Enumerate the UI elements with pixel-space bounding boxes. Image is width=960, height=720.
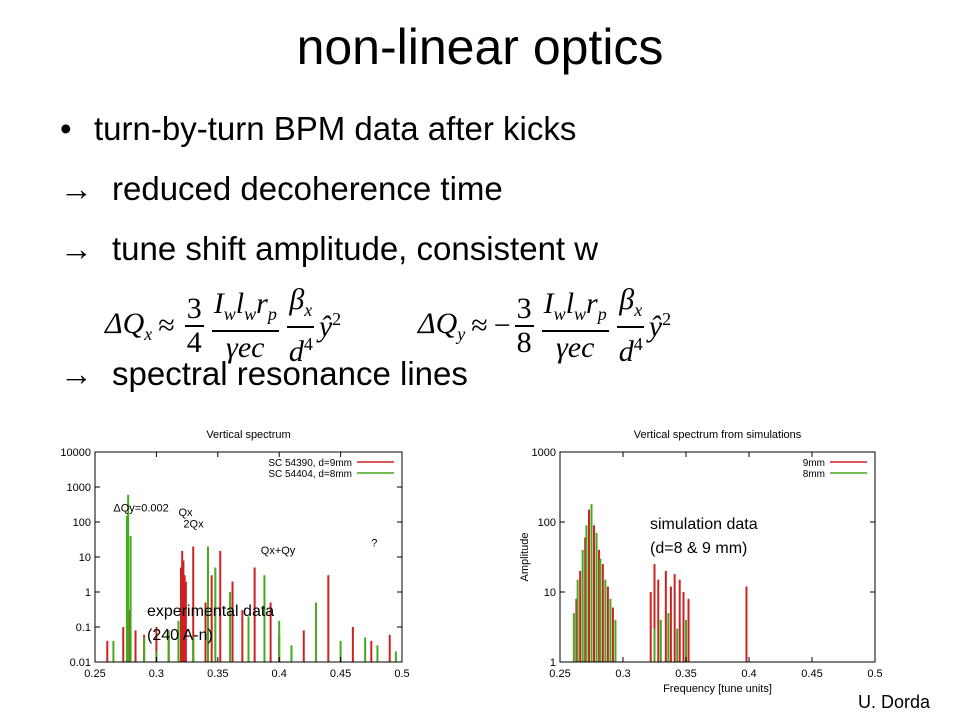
y-tick-label: 0.1 bbox=[76, 622, 91, 634]
arrow-line-2-text: reduced decoherence time bbox=[112, 170, 503, 207]
y-tick-label: 10000 bbox=[60, 447, 91, 459]
annotation: ΔQy=0.002 bbox=[113, 502, 168, 514]
arrow-icon: → bbox=[60, 230, 93, 267]
arrow-line-3-text: tune shift amplitude, consistent w bbox=[112, 230, 599, 267]
experimental-data-label-line1: experimental data bbox=[147, 603, 275, 620]
x-tick-label: 0.25 bbox=[84, 668, 105, 680]
arrow-line-4-text: spectral resonance lines bbox=[112, 355, 468, 392]
x-tick-label: 0.4 bbox=[272, 668, 287, 680]
legend-label: SC 54404, d=8mm bbox=[268, 469, 352, 480]
chart-title: Vertical spectrum bbox=[206, 429, 290, 441]
bullet-line-1-text: turn-by-turn BPM data after kicks bbox=[94, 110, 577, 147]
chart-experimental-spectrum: Vertical spectrum 0.25 0.3 0.35 0.4 0.45 0.5 0.… bbox=[60, 429, 409, 680]
x-tick-label: 0.3 bbox=[149, 668, 164, 680]
x-tick-label: 0.45 bbox=[801, 668, 822, 680]
bullet-line-1: • turn-by-turn BPM data after kicks bbox=[60, 110, 576, 148]
y-axis-label: Amplitude bbox=[519, 533, 531, 582]
y-tick-label: 1 bbox=[85, 587, 91, 599]
y-tick-label: 0.01 bbox=[70, 657, 91, 669]
y-tick-label: 1 bbox=[550, 657, 556, 669]
annotation: 2Qx bbox=[183, 518, 204, 530]
annotation: Qx bbox=[179, 507, 194, 519]
x-tick-label: 0.5 bbox=[867, 668, 882, 680]
plot-frame bbox=[559, 451, 876, 663]
simulation-data-label-line1: simulation data bbox=[650, 516, 758, 533]
y-tick-label: 100 bbox=[73, 517, 91, 529]
simulation-data-label-line2: (d=8 & 9 mm) bbox=[650, 540, 748, 557]
arrow-line-3: → tune shift amplitude, consistent w bbox=[60, 230, 598, 268]
x-tick-label: 0.25 bbox=[549, 668, 570, 680]
x-tick-label: 0.35 bbox=[207, 668, 228, 680]
annotation: Qx+Qy bbox=[261, 545, 296, 557]
y-tick-label: 1000 bbox=[532, 447, 556, 459]
experimental-data-label-line2: (240 A-n) bbox=[147, 627, 213, 644]
arrow-line-4: → spectral resonance lines bbox=[60, 355, 468, 393]
y-tick-label: 100 bbox=[538, 517, 556, 529]
y-tick-label: 10 bbox=[79, 552, 91, 564]
x-tick-label: 0.4 bbox=[741, 668, 756, 680]
annotation: ? bbox=[371, 537, 377, 549]
legend-label: 8mm bbox=[803, 469, 825, 480]
simulation-data-label: simulation data (d=8 & 9 mm) bbox=[650, 513, 758, 561]
author-credit: U. Dorda bbox=[857, 692, 930, 712]
legend-label: 9mm bbox=[803, 458, 825, 469]
slide-title: non-linear optics bbox=[296, 19, 664, 75]
arrow-icon: → bbox=[60, 170, 93, 207]
chart-title: Vertical spectrum from simulations bbox=[634, 429, 802, 441]
legend-label: SC 54390, d=9mm bbox=[268, 458, 352, 469]
x-tick-label: 0.3 bbox=[615, 668, 630, 680]
y-tick-label: 1000 bbox=[67, 482, 91, 494]
chart-simulation-spectrum: Vertical spectrum from simulations 0.25 0.… bbox=[519, 429, 883, 695]
bullet-icon: • bbox=[60, 110, 72, 147]
experimental-data-label: experimental data (240 A-n) bbox=[147, 600, 274, 648]
arrow-line-2: → reduced decoherence time bbox=[60, 170, 503, 208]
arrow-icon: → bbox=[60, 355, 93, 392]
x-axis-label: Frequency [tune units] bbox=[663, 683, 772, 695]
text-cutoff-mask bbox=[0, 392, 960, 412]
x-tick-label: 0.45 bbox=[330, 668, 351, 680]
y-tick-label: 10 bbox=[544, 587, 556, 599]
x-tick-label: 0.5 bbox=[394, 668, 409, 680]
x-tick-label: 0.35 bbox=[675, 668, 696, 680]
